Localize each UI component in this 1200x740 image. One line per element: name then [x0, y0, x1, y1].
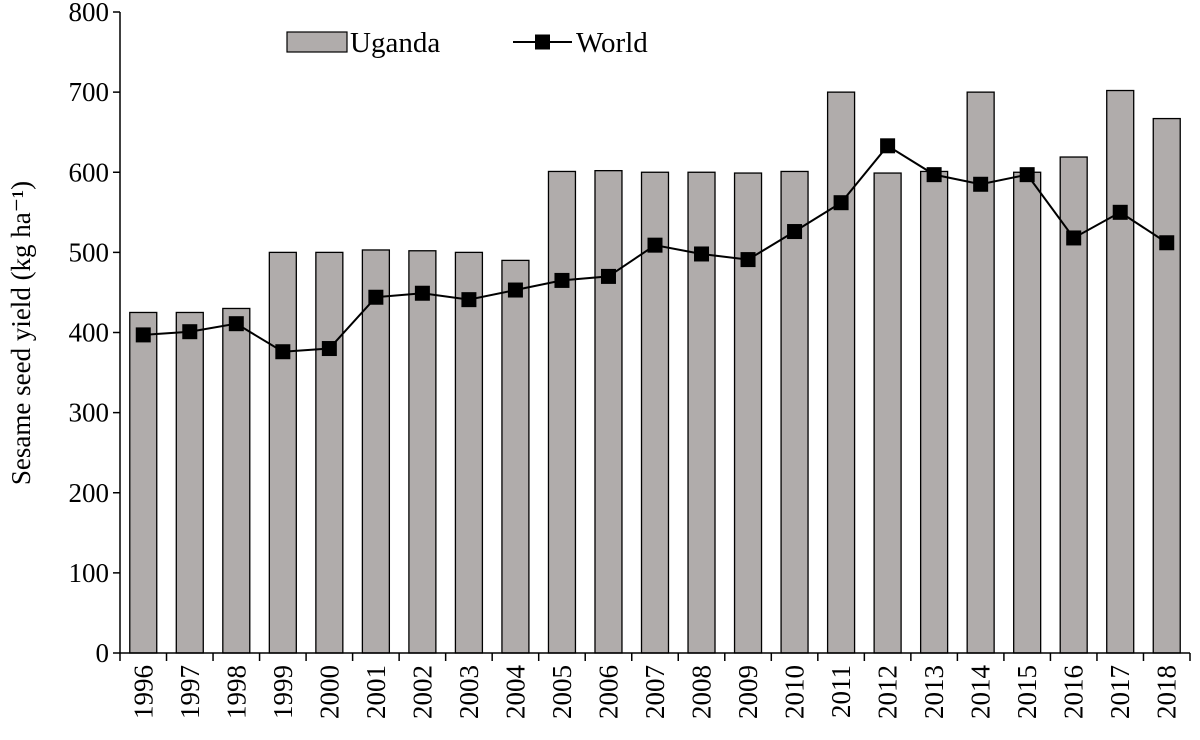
world-marker-2008 [694, 246, 710, 262]
world-marker-2000 [321, 341, 337, 357]
x-tick-label-2000: 2000 [314, 665, 344, 719]
world-marker-2005 [554, 272, 570, 288]
legend-swatch-uganda [286, 31, 348, 53]
world-marker-2001 [368, 289, 384, 305]
world-marker-2017 [1112, 204, 1128, 220]
x-tick-label-2003: 2003 [454, 665, 484, 719]
x-tick-label-2013: 2013 [919, 665, 949, 719]
world-marker-2006 [600, 268, 616, 284]
uganda-bar-2017 [1106, 89, 1135, 654]
world-marker-2013 [926, 167, 942, 183]
world-line-series [135, 138, 1175, 360]
world-marker-2012 [880, 138, 896, 154]
x-tick-label-2018: 2018 [1152, 665, 1182, 719]
y-axis-title: Sesame seed yield (kg ha⁻¹) [6, 181, 36, 485]
y-tick-label-100: 100 [69, 558, 110, 588]
x-tick-label-2001: 2001 [361, 665, 391, 719]
uganda-bar-2013 [919, 170, 949, 654]
x-tick-label-1998: 1998 [221, 665, 251, 719]
x-tick-label-2007: 2007 [640, 665, 670, 719]
x-tick-label-2006: 2006 [593, 665, 623, 719]
x-tick-label-2017: 2017 [1105, 665, 1135, 719]
y-tick-label-700: 700 [69, 77, 110, 107]
x-tick-label-1999: 1999 [268, 665, 298, 719]
x-tick-label-2008: 2008 [687, 665, 717, 719]
world-marker-1996 [135, 327, 151, 343]
uganda-bar-2009 [733, 172, 763, 654]
world-marker-2016 [1066, 230, 1082, 246]
uganda-bar-2011 [826, 91, 856, 654]
y-tick-label-400: 400 [69, 318, 110, 348]
world-marker-1999 [275, 344, 291, 360]
y-axis-ticks: 0 100 200 300 400 500 600 700 800 [69, 0, 120, 668]
uganda-bar-2002 [408, 250, 437, 654]
x-tick-label-2004: 2004 [500, 665, 530, 720]
x-tick-label-1997: 1997 [175, 665, 205, 719]
y-tick-label-0: 0 [96, 638, 110, 668]
world-marker-2010 [787, 224, 803, 240]
uganda-bar-2001 [361, 249, 391, 654]
x-tick-label-2011: 2011 [826, 665, 856, 718]
x-tick-label-2010: 2010 [780, 665, 810, 719]
x-tick-label-1996: 1996 [128, 665, 158, 719]
world-marker-2004 [507, 282, 523, 298]
uganda-bar-2004 [501, 259, 530, 654]
uganda-bars [129, 89, 1181, 654]
legend-label-world: World [576, 27, 648, 59]
uganda-bar-2008 [687, 171, 716, 654]
world-marker-2009 [740, 252, 756, 268]
legend-marker-world [535, 34, 550, 50]
uganda-bar-2018 [1152, 117, 1181, 654]
world-marker-2018 [1159, 235, 1175, 251]
x-tick-label-2002: 2002 [407, 665, 437, 719]
uganda-bar-2015 [1013, 171, 1042, 654]
x-tick-label-2005: 2005 [547, 665, 577, 719]
y-tick-label-600: 600 [69, 157, 110, 187]
world-marker-2011 [833, 195, 849, 211]
y-tick-label-500: 500 [69, 237, 110, 267]
y-tick-label-200: 200 [69, 478, 110, 508]
uganda-bar-1998 [222, 307, 251, 654]
x-axis-ticks: 1996 1997 1998 1999 2000 2001 2002 2003 2004 2005… [119, 653, 1191, 720]
world-marker-2002 [414, 285, 430, 301]
uganda-bar-1996 [129, 311, 158, 654]
y-tick-label-800: 800 [69, 0, 110, 27]
uganda-bar-1999 [268, 251, 297, 654]
uganda-bar-2003 [454, 251, 484, 654]
uganda-bar-1997 [175, 311, 204, 654]
x-tick-label-2014: 2014 [966, 665, 996, 720]
uganda-bar-2006 [594, 169, 623, 654]
legend-label-uganda: Uganda [350, 27, 440, 59]
uganda-bar-2000 [315, 251, 344, 654]
uganda-bar-2012 [873, 172, 902, 654]
uganda-bar-2014 [966, 91, 995, 654]
uganda-bar-2010 [780, 170, 809, 654]
x-tick-label-2009: 2009 [733, 665, 763, 719]
world-marker-1997 [182, 324, 198, 340]
world-marker-1998 [228, 316, 244, 332]
x-tick-label-2015: 2015 [1012, 665, 1042, 719]
x-tick-label-2016: 2016 [1059, 665, 1089, 719]
x-tick-label-2012: 2012 [873, 665, 903, 719]
world-marker-2007 [647, 237, 663, 253]
uganda-bar-2005 [547, 170, 577, 654]
world-marker-2003 [461, 292, 477, 308]
legend: Uganda World [286, 27, 648, 59]
world-marker-2015 [1019, 167, 1035, 183]
y-tick-label-300: 300 [69, 398, 110, 428]
world-marker-2014 [973, 176, 989, 192]
